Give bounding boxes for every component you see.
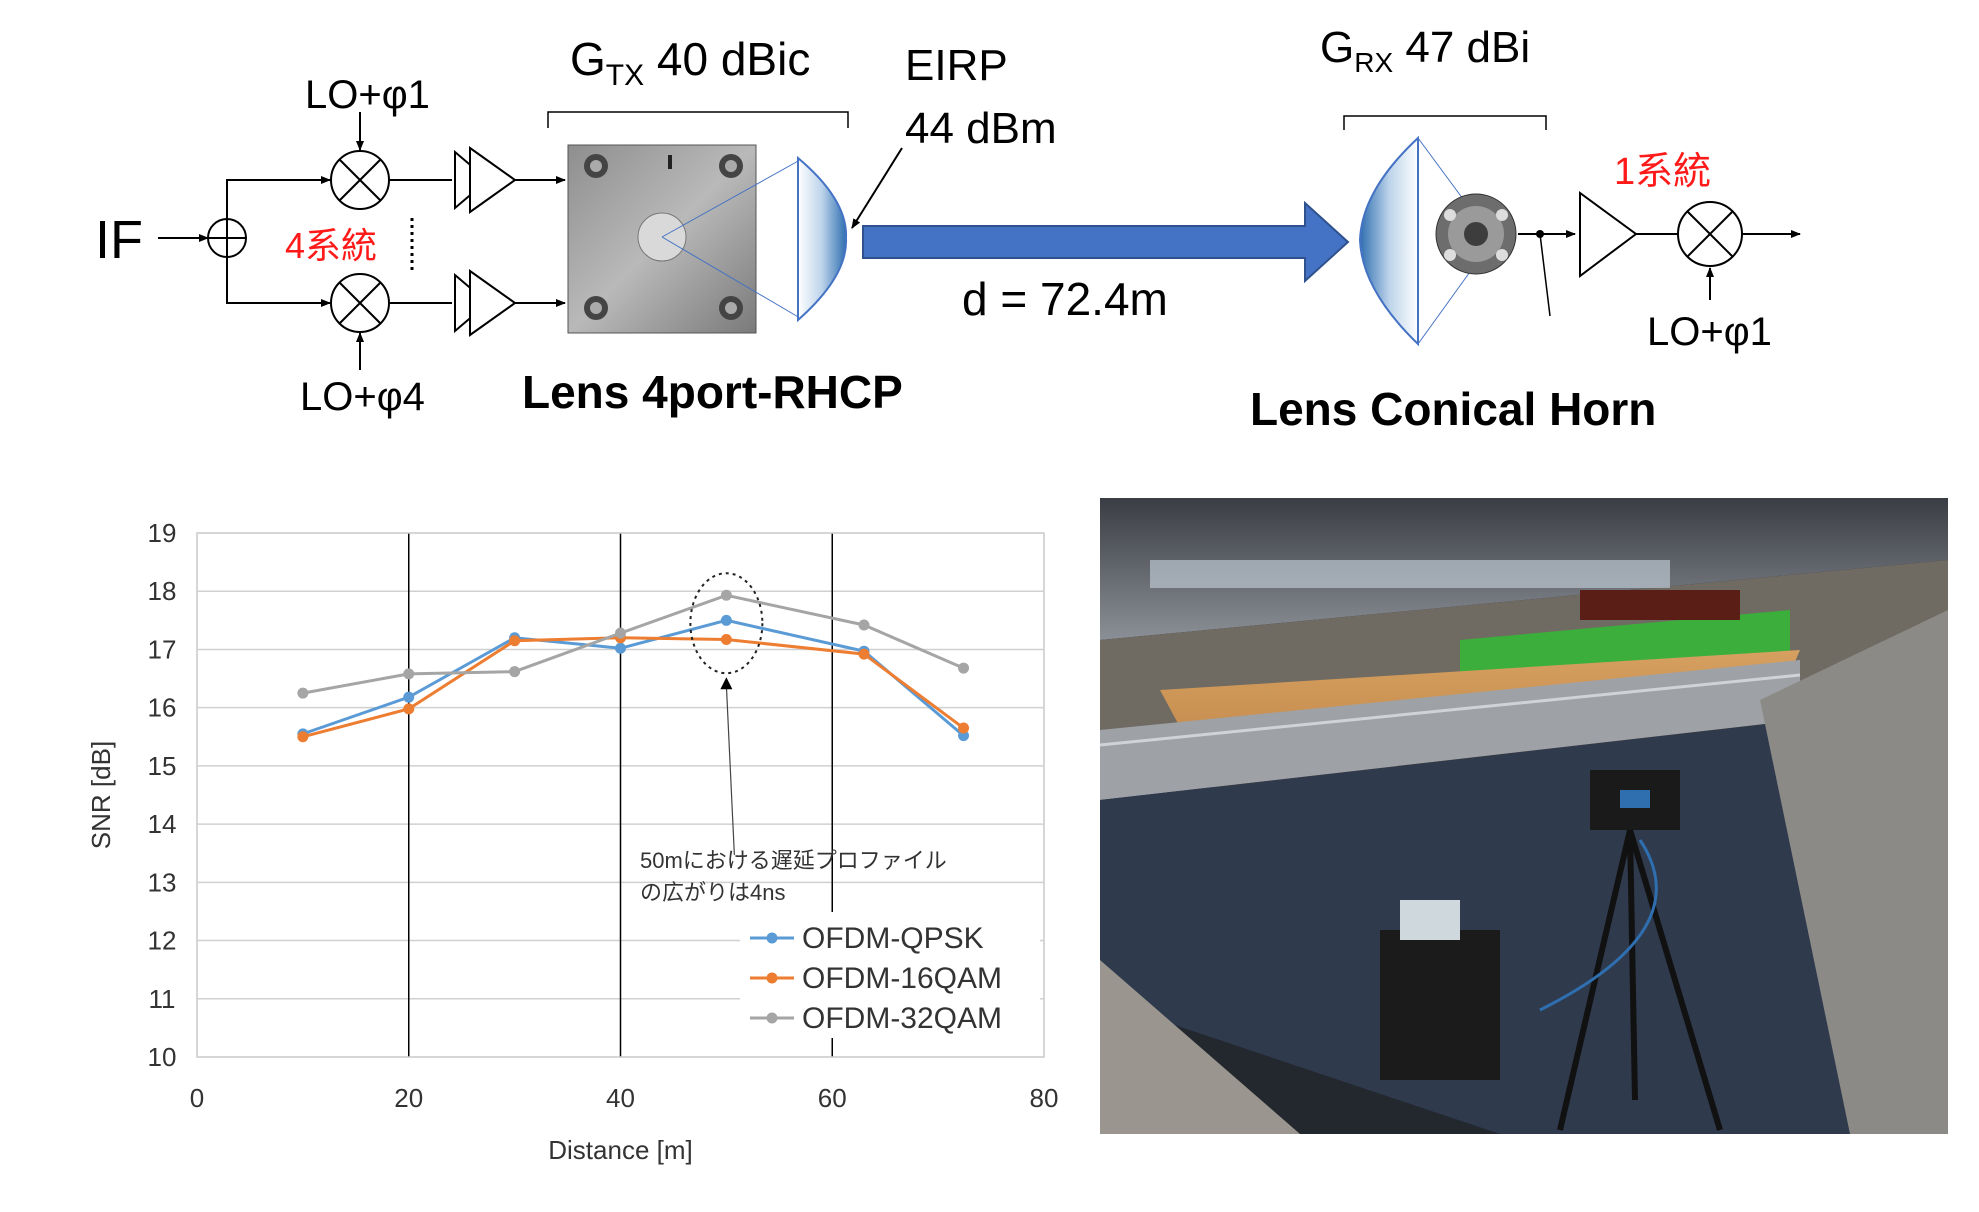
rx-antenna-name: Lens Conical Horn — [1250, 383, 1656, 435]
chart-series — [297, 589, 970, 743]
gymnasium-measurement-photo-icon — [1099, 498, 1948, 1134]
grx-prefix: G — [1320, 23, 1354, 72]
plot-frame — [196, 532, 1045, 1058]
y-tick-label: 18 — [148, 576, 177, 606]
eirp-pointer-arrow — [851, 147, 903, 229]
legend-label: OFDM-16QAM — [802, 962, 1002, 995]
grx-brace — [1343, 115, 1547, 130]
data-point — [403, 691, 415, 703]
y-axis-label: SNR [dB] — [86, 741, 116, 849]
y-tick-label: 14 — [148, 809, 177, 839]
rx-mixer-icon — [1677, 201, 1743, 267]
data-point — [615, 642, 626, 654]
legend-swatch-marker — [766, 972, 778, 984]
grx-value: 47 dBi — [1393, 23, 1530, 72]
data-point — [858, 648, 870, 660]
data-point — [403, 703, 415, 715]
if-label: IF — [95, 210, 143, 270]
y-tick-label: 12 — [148, 926, 177, 956]
data-point — [958, 722, 970, 734]
data-point — [958, 662, 970, 674]
x-tick-label: 40 — [606, 1083, 635, 1113]
legend-label: OFDM-QPSK — [802, 922, 984, 955]
x-tick-label: 20 — [394, 1083, 423, 1113]
x-tick-label: 0 — [190, 1083, 204, 1113]
y-tick-label: 16 — [148, 693, 177, 723]
chart-legend: OFDM-QPSK OFDM-16QAM OFDM-32QAM — [740, 912, 1040, 1038]
gtx-brace — [547, 111, 849, 128]
lo-bottom-label: LO+φ4 — [300, 375, 425, 419]
rx-channel-count: 1系統 — [1614, 151, 1711, 193]
grx-subscript: RX — [1354, 47, 1393, 78]
mixer-top-icon — [330, 150, 390, 210]
y-tick-label: 13 — [148, 867, 177, 897]
lo-rx-label: LO+φ1 — [1647, 310, 1772, 354]
y-tick-label: 17 — [148, 634, 177, 664]
data-point — [297, 731, 309, 743]
system-block-diagram: IF LO+φ1 LO+φ4 4系統 — [95, 23, 1801, 435]
tx-antenna-name: Lens 4port-RHCP — [522, 366, 903, 418]
annotation-pointer — [725, 685, 735, 856]
annotation-ellipse — [689, 572, 764, 675]
tx-antenna-plate-icon — [567, 144, 757, 334]
eirp-label: EIRP — [905, 41, 1008, 90]
lo-top-label: LO+φ1 — [305, 73, 430, 117]
legend-label: OFDM-32QAM — [802, 1002, 1002, 1035]
gtx-subscript: TX — [606, 59, 644, 92]
rx-lens-icon — [1358, 135, 1481, 347]
grx-label: GRX 47 dBi — [1320, 23, 1530, 78]
annotation-line1: 50mにおける遅延プロファイル — [640, 848, 947, 873]
link-arrow — [862, 200, 1350, 284]
legend-swatch-marker — [766, 932, 778, 944]
data-point — [720, 614, 732, 626]
data-point — [615, 627, 626, 639]
annotation-arrowhead — [720, 677, 733, 690]
x-tick-label: 60 — [818, 1083, 847, 1113]
branch-line-top — [226, 176, 331, 219]
gtx-value: 40 dBic — [644, 33, 810, 85]
annotation-line2: の広がりは4ns — [640, 880, 785, 905]
gtx-prefix: G — [570, 33, 606, 85]
legend-swatch-marker — [766, 1012, 778, 1024]
eirp-value: 44 dBm — [905, 104, 1057, 153]
rx-horn-feed-icon — [1435, 193, 1517, 275]
data-point — [403, 668, 415, 680]
rx-amplifier-icon — [1579, 191, 1638, 278]
power-splitter-icon — [207, 218, 247, 258]
y-tick-label: 10 — [148, 1042, 177, 1072]
distance-label: d = 72.4m — [962, 273, 1168, 325]
data-point — [720, 634, 732, 646]
data-point — [958, 730, 970, 742]
y-tick-label: 19 — [148, 518, 177, 548]
data-point — [509, 666, 521, 678]
y-tick-label: 15 — [148, 751, 177, 781]
data-point — [509, 635, 521, 647]
rx-tap-line — [1539, 233, 1551, 317]
branch-line-bottom — [226, 257, 331, 307]
x-tick-label: 80 — [1030, 1083, 1059, 1113]
data-point — [858, 619, 870, 631]
mixer-bottom-icon — [330, 273, 390, 333]
y-tick-label: 11 — [149, 984, 176, 1014]
data-point — [297, 687, 309, 699]
tx-channel-count: 4系統 — [285, 225, 377, 266]
snr-chart: 10 11 12 13 14 15 16 17 18 19 0 20 40 60 80 Distance [… — [86, 518, 1058, 1165]
tx-lens-icon — [661, 155, 848, 323]
x-axis-label: Distance [m] — [548, 1135, 693, 1165]
amplifier-top-icon — [454, 146, 517, 214]
gtx-label: GTX 40 dBic — [570, 33, 810, 92]
data-point — [720, 589, 732, 601]
amplifier-bottom-icon — [454, 269, 517, 337]
chart-tick-labels: 10 11 12 13 14 15 16 17 18 19 0 20 40 60 80 — [148, 518, 1059, 1113]
